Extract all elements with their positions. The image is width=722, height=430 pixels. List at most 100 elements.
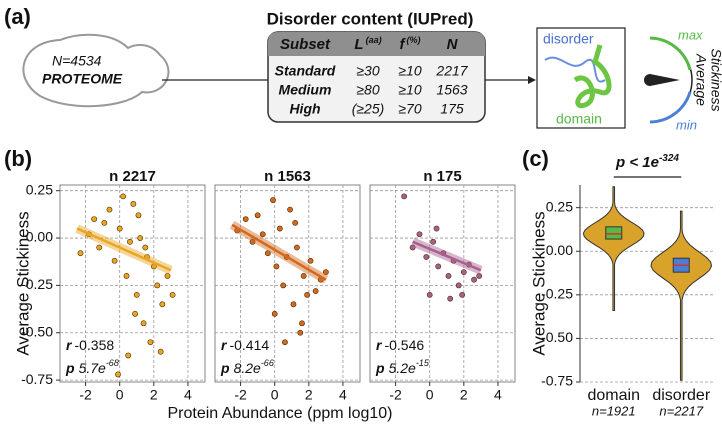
table: Subset L (aa) f (%) N Standard ≥30 ≥10 2217 Medium… <box>275 35 469 116</box>
point <box>157 348 164 355</box>
stat-p-exponent: -68 <box>106 358 119 368</box>
point <box>101 219 108 226</box>
stat-r-value: -0.414 <box>229 337 269 353</box>
point <box>242 216 249 222</box>
gauge-needle <box>644 74 680 86</box>
point <box>116 225 123 232</box>
proteome-n: N=4534 <box>52 53 102 69</box>
header-text: N <box>447 36 459 53</box>
point <box>264 250 271 257</box>
stat-r: r -0.358 <box>66 337 114 353</box>
table-cell: 2217 <box>435 63 468 79</box>
x-tick-label: 2 <box>305 387 313 403</box>
panel-label: (b) <box>4 146 32 171</box>
panel-title: n 1563 <box>264 168 311 185</box>
point <box>125 352 132 359</box>
point <box>77 250 84 257</box>
y-tick-label: 0.25 <box>546 198 573 214</box>
point <box>135 212 142 219</box>
point <box>147 339 154 346</box>
panel-label: (a) <box>4 4 31 29</box>
disorder-strand <box>544 56 606 83</box>
point <box>304 291 311 298</box>
stat-r-value: -0.546 <box>384 337 424 353</box>
x-tick-label: 0 <box>271 387 279 403</box>
point <box>120 193 127 200</box>
point <box>106 206 113 213</box>
stat-p-mantissa: 5.2e <box>389 360 416 376</box>
header-unit: (%) <box>407 35 421 45</box>
x-tick-label: 4 <box>339 387 347 403</box>
point <box>271 310 278 317</box>
point <box>287 206 293 213</box>
point <box>254 212 261 219</box>
x-tick-label: -2 <box>234 387 247 403</box>
table-cell: High <box>289 101 320 117</box>
table-header: L (aa) <box>354 35 381 53</box>
n-label: n=2217 <box>659 403 704 418</box>
table-cell: Medium <box>279 82 332 98</box>
box <box>605 226 623 240</box>
domain-label: domain <box>556 111 602 127</box>
stat-p-mantissa: 8.2e <box>234 360 261 376</box>
point <box>460 269 467 276</box>
x-tick-label: 0 <box>116 387 124 403</box>
point <box>140 320 147 327</box>
point <box>154 282 161 289</box>
y-axis-label: Average Stickiness <box>529 211 548 355</box>
stat-r-label: r <box>221 337 228 353</box>
panel-label: (c) <box>522 146 549 171</box>
significance-exponent: -324 <box>659 153 679 164</box>
point <box>133 291 140 298</box>
stat-p-label: p <box>375 360 385 376</box>
gauge-arc-low <box>649 91 692 124</box>
point <box>409 244 416 251</box>
stat-r: r -0.414 <box>221 337 269 353</box>
point <box>132 310 138 317</box>
point <box>142 244 149 251</box>
table-cell: (≥25) <box>352 101 385 117</box>
stat-p: p 8.2e-66 <box>220 358 274 375</box>
n-label: n=1921 <box>592 403 636 418</box>
table-title: Disorder content (IUPred) <box>267 9 474 28</box>
table-header: f (%) <box>400 35 421 53</box>
stat-p-label: p <box>220 360 230 376</box>
point <box>433 225 440 232</box>
header-text: f <box>400 36 407 53</box>
y-tick-label: 0.25 <box>26 181 53 197</box>
table-header-bg <box>268 32 485 56</box>
table-header: Subset <box>280 36 331 53</box>
point <box>435 263 442 270</box>
point <box>280 282 287 289</box>
point <box>447 295 454 302</box>
stat-p-mantissa: 5.7e <box>79 360 106 376</box>
category-label: domain <box>588 387 640 404</box>
point <box>430 238 437 245</box>
x-tick-label: 2 <box>460 387 468 403</box>
y-tick-label: -0.25 <box>541 286 573 302</box>
x-tick-label: -2 <box>79 387 92 403</box>
disorder-label: disorder <box>543 31 594 47</box>
stat-r-label: r <box>66 337 73 353</box>
y-tick-label: -0.25 <box>21 276 53 292</box>
point <box>293 244 300 251</box>
gauge-min: min <box>676 117 697 132</box>
table-cell: 175 <box>440 101 464 117</box>
category-label: disorder <box>652 387 710 404</box>
gauge-label: Stickiness <box>708 48 722 111</box>
panel-title: n 175 <box>423 168 461 185</box>
stat-p-exponent: -66 <box>261 358 274 368</box>
plot-area <box>369 184 516 383</box>
point <box>270 197 276 204</box>
point <box>111 257 118 264</box>
gauge-arc-high <box>649 36 692 71</box>
point <box>300 273 307 279</box>
y-tick-label: 0.00 <box>26 229 53 245</box>
point <box>312 288 319 294</box>
gauge-label: Average <box>693 53 709 106</box>
point <box>169 291 176 298</box>
header-text: Subset <box>280 36 331 53</box>
point <box>130 201 137 207</box>
violin <box>582 186 645 312</box>
trend-line <box>412 240 482 272</box>
